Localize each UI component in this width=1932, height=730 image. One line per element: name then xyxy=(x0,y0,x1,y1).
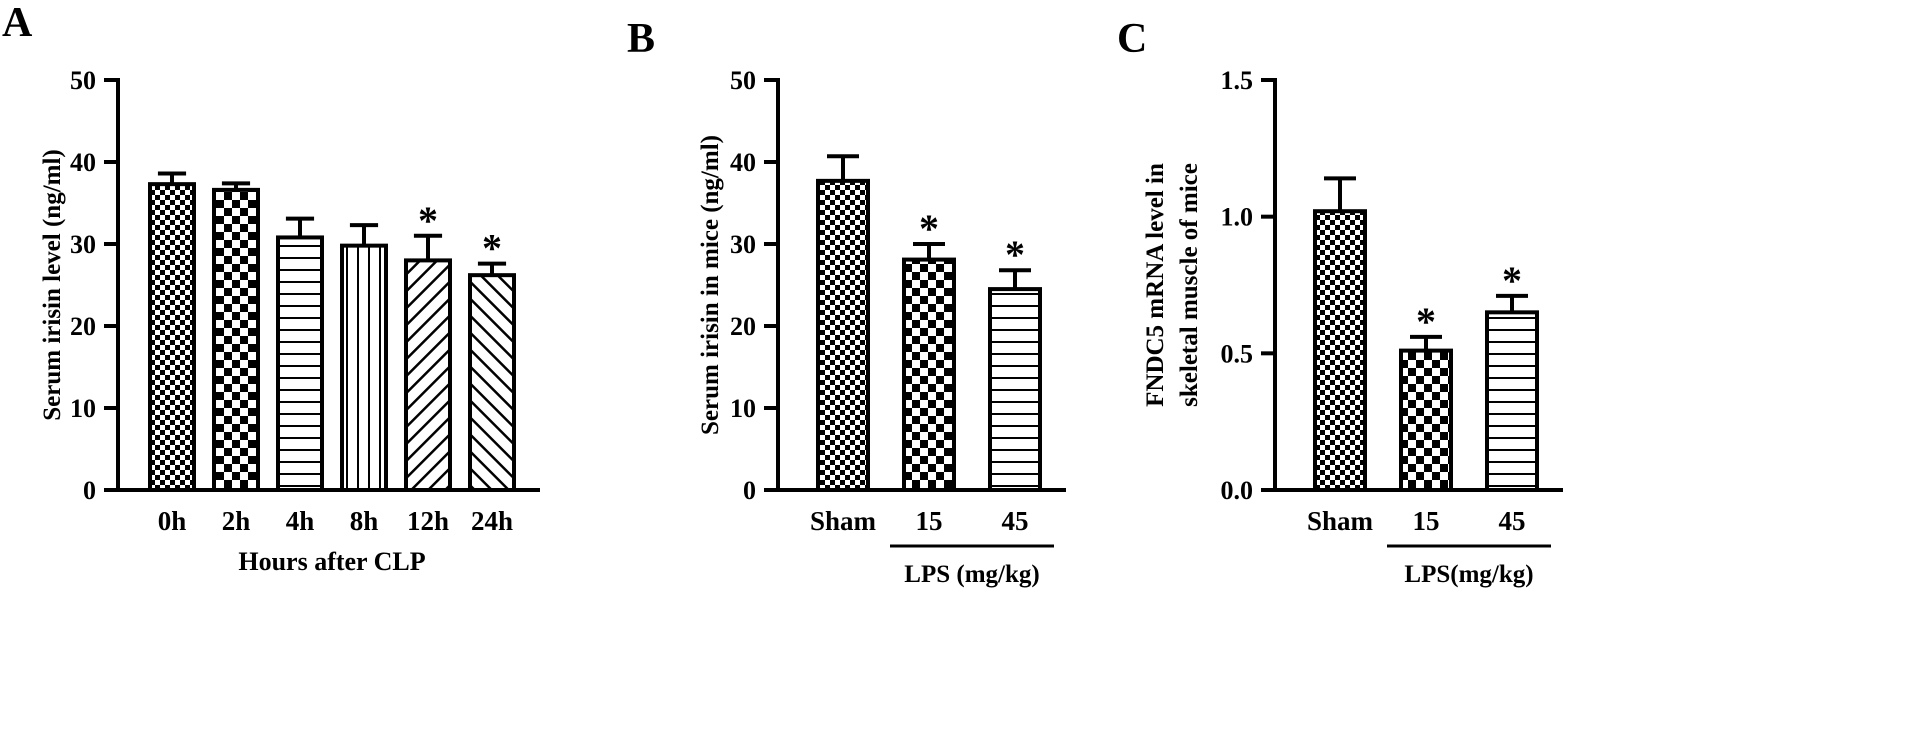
y-axis-label: skeletal muscle of mice xyxy=(1176,163,1203,407)
significance-marker: * xyxy=(418,198,438,243)
panel-label: B xyxy=(627,16,655,62)
bar xyxy=(212,187,260,492)
y-tick-label: 0 xyxy=(743,476,756,505)
significance-marker: * xyxy=(1502,258,1522,303)
y-axis-label: FNDC5 mRNA level in xyxy=(1142,163,1169,407)
significance-marker: * xyxy=(1416,299,1436,344)
y-tick-label: 0 xyxy=(83,476,96,505)
bar xyxy=(148,182,196,492)
bar xyxy=(1313,209,1367,492)
bar xyxy=(1399,348,1453,492)
y-tick-label: 1.5 xyxy=(1221,66,1254,95)
bar xyxy=(1485,310,1539,493)
y-axis-label: Serum irisin level (ng/ml) xyxy=(39,149,66,421)
x-tick-label: 15 xyxy=(916,506,943,536)
x-axis-label: Hours after CLP xyxy=(238,547,425,576)
bar xyxy=(340,243,388,492)
x-tick-label: Sham xyxy=(1307,506,1374,536)
bar xyxy=(276,235,324,492)
x-tick-label: 45 xyxy=(1499,506,1526,536)
x-tick-label: 45 xyxy=(1002,506,1029,536)
y-tick-label: 40 xyxy=(70,148,96,177)
x-tick-label: 0h xyxy=(158,506,187,536)
group-label: LPS (mg/kg) xyxy=(904,561,1039,588)
x-tick-label: 24h xyxy=(471,506,513,536)
y-tick-label: 30 xyxy=(730,230,756,259)
x-tick-label: 8h xyxy=(350,506,379,536)
panel-c: C 0.0 0.5 1.0 1.5 FNDC5 mRNA level in skeletal… xyxy=(1117,16,1563,588)
y-axis-label: Serum irisin in mice (ng/ml) xyxy=(697,135,724,435)
y-tick-label: 50 xyxy=(730,66,756,95)
significance-marker: * xyxy=(1005,232,1025,277)
panel-a: A 0 10 20 30 40 50 Serum irisin level (ng/ml) 0h… xyxy=(2,0,540,576)
y-tick-label: 20 xyxy=(70,312,96,341)
x-tick-label: 12h xyxy=(407,506,449,536)
y-tick-label: 1.0 xyxy=(1221,203,1254,232)
panel-b: B 0 10 20 30 40 50 Serum irisin in mice (ng/ml)… xyxy=(627,16,1066,588)
group-label: LPS(mg/kg) xyxy=(1404,561,1533,588)
x-tick-label: 15 xyxy=(1413,506,1440,536)
bar xyxy=(988,287,1042,492)
bar xyxy=(816,178,870,493)
bar xyxy=(902,257,956,492)
panel-label: C xyxy=(1117,16,1147,62)
y-tick-label: 0.5 xyxy=(1221,339,1254,368)
y-tick-label: 0.0 xyxy=(1221,476,1254,505)
bar xyxy=(468,273,516,492)
y-tick-label: 10 xyxy=(70,394,96,423)
y-tick-label: 40 xyxy=(730,148,756,177)
panel-label: A xyxy=(2,0,33,46)
bar xyxy=(404,258,452,492)
y-tick-label: 30 xyxy=(70,230,96,259)
x-tick-label: 4h xyxy=(286,506,315,536)
y-tick-label: 10 xyxy=(730,394,756,423)
x-tick-label: Sham xyxy=(810,506,877,536)
y-tick-label: 20 xyxy=(730,312,756,341)
x-tick-label: 2h xyxy=(222,506,251,536)
significance-marker: * xyxy=(482,226,502,271)
y-tick-label: 50 xyxy=(70,66,96,95)
significance-marker: * xyxy=(919,206,939,251)
